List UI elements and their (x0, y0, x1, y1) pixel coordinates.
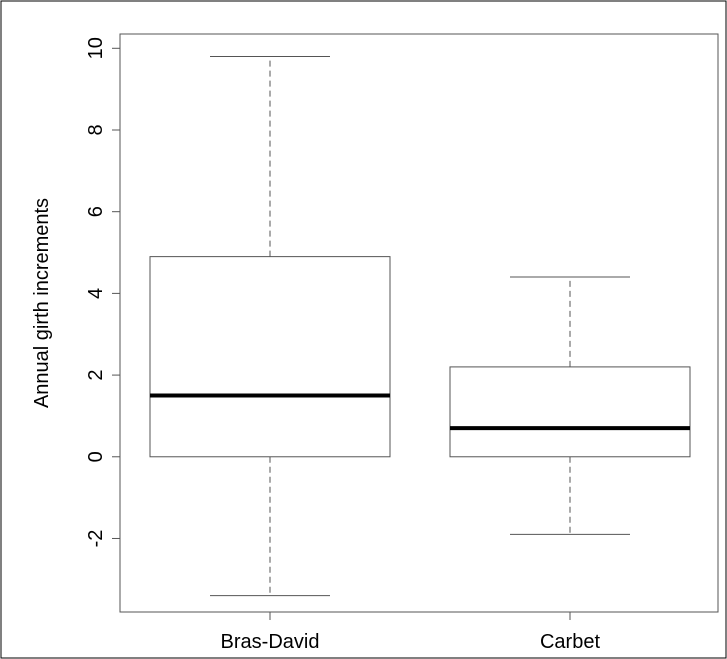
y-tick-label: 6 (85, 206, 107, 217)
y-tick-label: 0 (85, 451, 107, 462)
box-iqr (149, 256, 391, 458)
y-tick-label: 4 (85, 288, 107, 299)
y-tick-label: 10 (85, 37, 107, 59)
x-axis-ticks: Bras-David Carbet (221, 612, 600, 653)
box-iqr (449, 366, 691, 458)
y-tick-label: 2 (85, 370, 107, 381)
y-tick-label: -2 (85, 530, 107, 548)
x-tick-label: Carbet (540, 631, 600, 653)
y-tick-label: 8 (85, 124, 107, 135)
y-axis-label: Annual girth increments (31, 198, 53, 408)
y-axis-ticks: -2 0 2 4 6 8 10 (85, 37, 120, 547)
box-1 (149, 55, 391, 597)
boxplot-series (149, 55, 691, 597)
x-tick-label: Bras-David (221, 631, 320, 653)
box-2 (449, 276, 691, 535)
